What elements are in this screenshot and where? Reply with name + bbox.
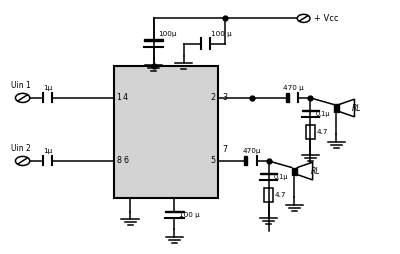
Text: 470μ: 470μ bbox=[242, 148, 261, 154]
Text: 470 μ: 470 μ bbox=[283, 85, 304, 91]
Text: 100 μ: 100 μ bbox=[179, 212, 200, 218]
Text: 100μ: 100μ bbox=[158, 31, 177, 37]
Text: 1: 1 bbox=[116, 93, 121, 102]
Text: 6: 6 bbox=[123, 156, 128, 165]
Text: 3: 3 bbox=[223, 93, 228, 102]
Text: 1μ: 1μ bbox=[43, 85, 52, 91]
Polygon shape bbox=[165, 211, 184, 212]
Text: 4.7: 4.7 bbox=[316, 129, 328, 135]
Text: 7: 7 bbox=[223, 145, 228, 154]
Bar bbox=[114, 66, 218, 198]
Text: 2: 2 bbox=[211, 93, 216, 102]
Polygon shape bbox=[244, 156, 247, 166]
Text: 100 μ: 100 μ bbox=[211, 31, 232, 37]
Polygon shape bbox=[302, 109, 319, 111]
Polygon shape bbox=[260, 172, 277, 174]
Text: 4: 4 bbox=[123, 93, 128, 102]
Text: 0,1μ: 0,1μ bbox=[273, 174, 288, 180]
Polygon shape bbox=[144, 39, 163, 41]
Text: RL: RL bbox=[352, 103, 362, 113]
Text: 8: 8 bbox=[116, 156, 121, 165]
Text: RL: RL bbox=[310, 167, 320, 176]
Text: + Vcc: + Vcc bbox=[314, 14, 338, 23]
Polygon shape bbox=[286, 93, 289, 102]
Text: 0,1μ: 0,1μ bbox=[315, 111, 330, 117]
Text: 1μ: 1μ bbox=[43, 148, 52, 154]
Polygon shape bbox=[292, 168, 297, 174]
Text: Uin 1: Uin 1 bbox=[11, 81, 30, 90]
Text: 4.7: 4.7 bbox=[274, 192, 286, 198]
Text: Uin 2: Uin 2 bbox=[11, 144, 30, 153]
Text: 5: 5 bbox=[211, 156, 216, 165]
Polygon shape bbox=[334, 104, 339, 112]
Bar bbox=[264, 188, 273, 202]
Bar bbox=[306, 125, 315, 139]
